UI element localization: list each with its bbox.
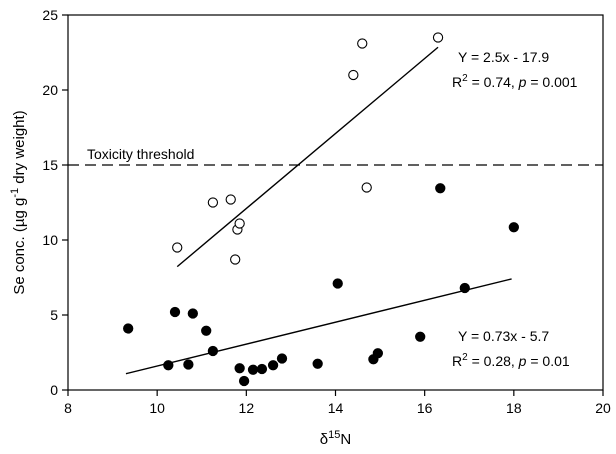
x-axis-title: δ15N — [320, 429, 351, 448]
equation-open-series: Y = 2.5x - 17.9 — [458, 49, 549, 65]
y-tick-label: 5 — [50, 307, 58, 323]
x-tick-label: 12 — [239, 400, 255, 416]
y-tick-label: 20 — [42, 82, 58, 98]
y-tick-label: 10 — [42, 232, 58, 248]
filled-circle-point — [435, 183, 446, 194]
x-tick-label: 20 — [595, 400, 611, 416]
axis-ticks: 8 10 12 14 16 18 20 0 5 10 15 20 25 — [42, 7, 611, 416]
r2-superscript: 2 — [462, 73, 468, 84]
filled-circle-point — [238, 375, 250, 387]
p-symbol: p — [518, 353, 527, 369]
open-circle-point — [432, 32, 444, 43]
filled-circle-point — [247, 364, 259, 375]
filled-circle-point — [183, 359, 194, 370]
open-circle-point — [357, 38, 368, 49]
equation-filled-series: Y = 0.73x - 5.7 — [458, 328, 549, 344]
filled-circle-point — [415, 331, 426, 342]
filled-circle-point — [234, 363, 245, 374]
open-circle-point — [207, 197, 219, 208]
filled-circle-point — [332, 278, 343, 289]
filled-circle-point — [169, 306, 181, 318]
y-title-pre: Se conc. (µg g — [11, 198, 28, 295]
filled-circle-point — [276, 353, 288, 364]
regression-line-open — [176, 46, 439, 268]
x-tick-label: 8 — [64, 400, 72, 416]
y-tick-label: 15 — [42, 157, 58, 173]
x-tick-label: 14 — [328, 400, 344, 416]
open-circle-point — [230, 254, 241, 265]
filled-circle-point — [459, 282, 470, 294]
threshold-group: Toxicity threshold — [68, 146, 603, 166]
data-points — [123, 32, 519, 387]
filled-circle-point — [207, 345, 219, 357]
filled-circle-point — [201, 325, 212, 336]
y-title-post: dry weight) — [11, 110, 28, 188]
x-tick-label: 10 — [149, 400, 165, 416]
open-circle-point — [348, 69, 359, 81]
r2-filled-series: R2 = 0.28, p = 0.01 — [452, 352, 570, 369]
y-tick-label: 0 — [50, 382, 58, 398]
y-axis-title: Se conc. (µg g-1 dry weight) — [9, 110, 28, 294]
filled-circle-point — [256, 363, 268, 375]
r2-value: = 0.28, — [468, 353, 519, 369]
x-tick-label: 16 — [417, 400, 433, 416]
r2-value: = 0.74, — [468, 74, 519, 90]
x-tick-label: 18 — [506, 400, 522, 416]
regression-lines — [125, 46, 512, 375]
p-symbol: p — [518, 74, 527, 90]
filled-circle-point — [163, 360, 174, 371]
filled-circle-point — [123, 323, 134, 334]
p-value: = 0.01 — [526, 353, 569, 369]
filled-circle-point — [508, 222, 519, 233]
p-value: = 0.001 — [526, 74, 577, 90]
filled-circle-point — [267, 360, 279, 371]
x-title-base: δ — [320, 431, 328, 448]
x-title-rest: N — [340, 431, 351, 448]
filled-circle-point — [312, 358, 323, 369]
r2-symbol: R — [452, 353, 462, 369]
x-title-superscript: 15 — [328, 429, 340, 441]
filled-circle-point — [372, 348, 384, 359]
open-circle-point — [225, 194, 236, 205]
open-circle-point — [234, 218, 245, 229]
open-circle-point — [172, 242, 183, 253]
open-circle-point — [361, 182, 372, 193]
r2-symbol: R — [452, 74, 462, 90]
r2-superscript: 2 — [462, 352, 468, 363]
r2-open-series: R2 = 0.74, p = 0.001 — [452, 73, 578, 90]
y-tick-label: 25 — [42, 7, 58, 23]
y-title-superscript: -1 — [9, 188, 21, 198]
filled-circle-point — [187, 308, 198, 319]
toxicity-threshold-label: Toxicity threshold — [87, 146, 194, 162]
regression-line-filled — [125, 278, 512, 375]
